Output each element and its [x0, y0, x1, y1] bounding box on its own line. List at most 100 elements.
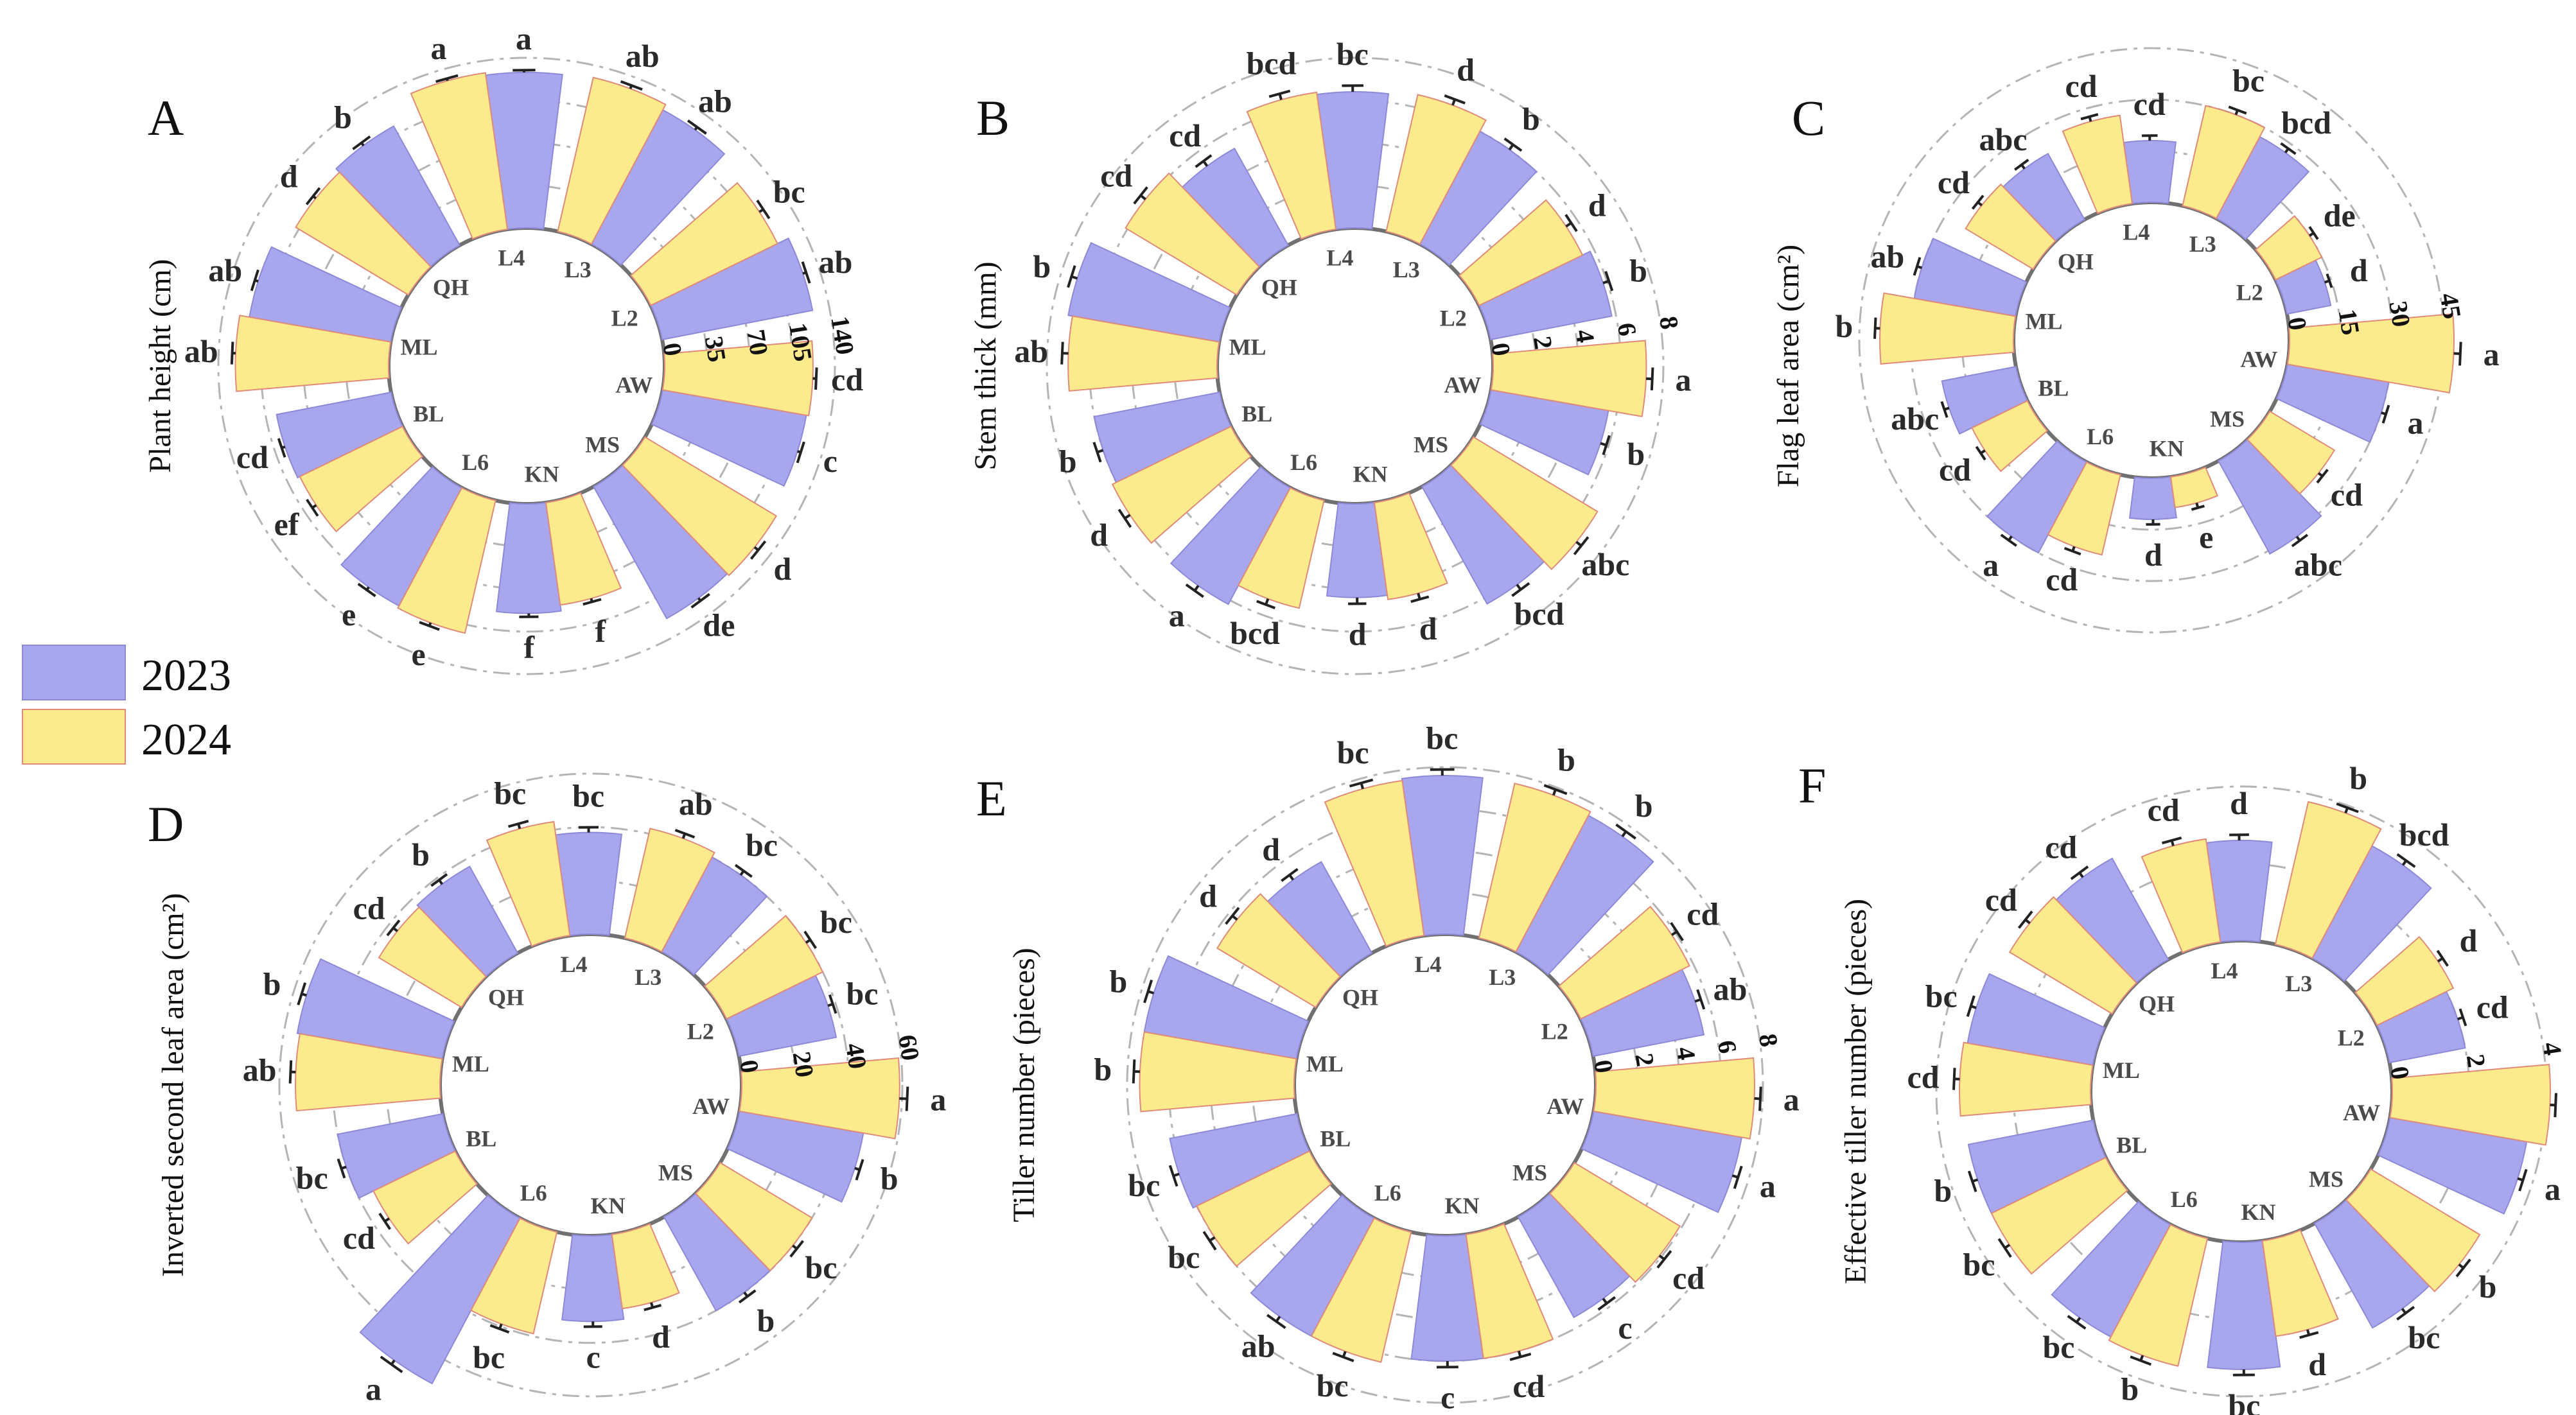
error-cap-2024-AW [2554, 1093, 2557, 1118]
category-label-BL: BL [2038, 376, 2069, 401]
bar-2024-ML [295, 1032, 443, 1112]
category-label-L6: L6 [462, 449, 489, 475]
error-cap-2023-L6 [380, 1355, 403, 1373]
error-cap-2024-MS [2455, 1258, 2471, 1278]
y-axis-label: Tiller number (pieces) [1007, 948, 1041, 1222]
panel-letter: E [976, 770, 1007, 826]
sig-letter-2023-KN: f [524, 629, 536, 665]
grid-ring [217, 56, 836, 675]
panel-letter: F [1798, 758, 1826, 813]
error-cap-2023-L6 [1185, 583, 1204, 598]
bar-2024-L4 [486, 820, 571, 947]
inner-ring [438, 932, 744, 1238]
category-label-AW: AW [692, 1093, 730, 1119]
axis-tick-label: 4 [1671, 1045, 1702, 1062]
error-cap-2023-L2 [2326, 273, 2333, 288]
error-cap-2024-L6 [2063, 546, 2081, 556]
error-cap-2023-ML [1067, 265, 1076, 288]
sig-letter-2024-L6: cd [2046, 562, 2078, 598]
error-cap-2023-L6 [1266, 1314, 1286, 1330]
error-cap-2023-BL [1940, 401, 1949, 418]
sig-letter-2023-MS: b [757, 1303, 775, 1339]
panel-e: E Tiller number (pieces) AW L2 L3 L4 QH ML BL L… [976, 720, 1800, 1415]
legend-swatch-2023 [22, 645, 126, 700]
category-label-KN: KN [1444, 1193, 1479, 1219]
sig-letter-2023-AW: b [1627, 436, 1645, 472]
sig-letter-2023-KN: c [1441, 1380, 1455, 1415]
error-cap-2024-ML [1132, 1059, 1136, 1084]
sig-letter-2023-L4: a [516, 21, 532, 56]
category-label-AW: AW [1546, 1093, 1584, 1119]
sig-letter-2024-ML: b [1836, 308, 1853, 344]
bar-2023-BL [1941, 365, 2029, 435]
legend: 2023 2024 [22, 645, 231, 765]
sig-letter-2023-ML: b [1110, 964, 1128, 1000]
bar-2024-KN [2261, 1229, 2339, 1337]
axis-ticks: 0 20 40 60 [734, 1032, 925, 1079]
sig-letter-2023-L6: a [1983, 547, 1999, 583]
sig-letter-2024-L6: e [412, 636, 426, 672]
panel-f: F Effective tiller number (pieces) AW L2 L… [1798, 758, 2568, 1415]
category-label-MS: MS [1512, 1160, 1547, 1186]
error-cap-2023-MS [2291, 534, 2308, 548]
bar-2024-L2 [703, 915, 824, 1020]
sig-letter-2024-L2: d [1588, 187, 1606, 223]
bar-2024-MS [1450, 436, 1599, 571]
sig-letter-2024-QH: cd [1100, 157, 1132, 193]
bar-2023-QH [416, 865, 519, 978]
sig-letter-2024-MS: d [773, 551, 791, 587]
axis-tick-label: 70 [741, 327, 774, 358]
panel-letter: C [1792, 90, 1825, 146]
legend-swatch-2024 [22, 709, 126, 765]
category-label-KN: KN [590, 1193, 625, 1219]
bar-2024-QH [1125, 172, 1261, 296]
sig-letter-2024-BL: bc [1963, 1246, 1995, 1282]
sig-letter-2024-MS: cd [1672, 1260, 1704, 1296]
sig-letter-2023-BL: abc [1891, 401, 1939, 437]
category-label-L4: L4 [2211, 958, 2238, 984]
sig-letter-2024-KN: d [2308, 1346, 2326, 1382]
error-cap-2023-MS [1597, 1296, 1616, 1311]
error-cap-2023-BL [277, 438, 286, 458]
category-label-ML: ML [1229, 334, 1266, 360]
sig-letter-2023-AW: c [823, 443, 837, 479]
error-cap-2024-QH [1971, 195, 1985, 210]
bar-2024-MS [1548, 1161, 1681, 1283]
bar-2024-L3 [1385, 94, 1487, 245]
bar-2024-L6 [1237, 487, 1325, 609]
category-label-L6: L6 [2171, 1186, 2198, 1212]
error-cap-2024-L4 [508, 819, 529, 828]
sig-letter-2023-L6: a [365, 1371, 381, 1407]
axis-tick-label: 4 [1570, 327, 1600, 345]
sig-letter-2023-L2: ab [819, 244, 853, 280]
bar-2024-KN [1465, 1223, 1554, 1359]
category-label-KN: KN [525, 461, 559, 487]
sig-letter-2024-ML: ab [184, 333, 218, 369]
error-cap-2023-ML [250, 269, 259, 291]
sig-letter-2024-KN: d [652, 1319, 670, 1355]
error-cap-2024-BL [378, 1212, 392, 1230]
error-cap-2023-L6 [2067, 1315, 2087, 1330]
category-label-L4: L4 [1415, 951, 1442, 977]
sig-letter-2023-BL: b [1059, 444, 1077, 480]
sig-letter-2024-L4: bcd [1247, 46, 1297, 82]
y-axis-label: Effective tiller number (pieces) [1839, 899, 1873, 1284]
significance-letters: aacddbcdbdcdcdcdbccdbbcbcbbcdbcb [1907, 760, 2561, 1415]
bar-2024-L3 [2182, 105, 2266, 220]
error-cap-2023-L3 [2280, 142, 2297, 155]
bar-2024-BL [1990, 1156, 2129, 1275]
bar-2023-BL [276, 391, 404, 479]
sig-letter-2023-L2: ab [1713, 971, 1748, 1007]
error-cap-2024-L6 [1256, 600, 1275, 609]
sig-letter-2024-L3: ab [679, 786, 713, 822]
sig-letter-2023-L4: bc [572, 777, 604, 813]
error-cap-2023-L6 [2000, 534, 2017, 547]
sig-letter-2023-AW: b [881, 1160, 898, 1196]
sig-letter-2023-KN: d [2144, 537, 2162, 573]
error-cap-2023-AW [2518, 1168, 2528, 1192]
bar-2024-L2 [2254, 215, 2323, 281]
bar-2024-BL [1971, 399, 2049, 473]
sig-letter-2023-ML: b [1033, 248, 1051, 284]
error-cap-2023-L6 [357, 582, 376, 598]
bar-2023-QH [335, 125, 461, 268]
